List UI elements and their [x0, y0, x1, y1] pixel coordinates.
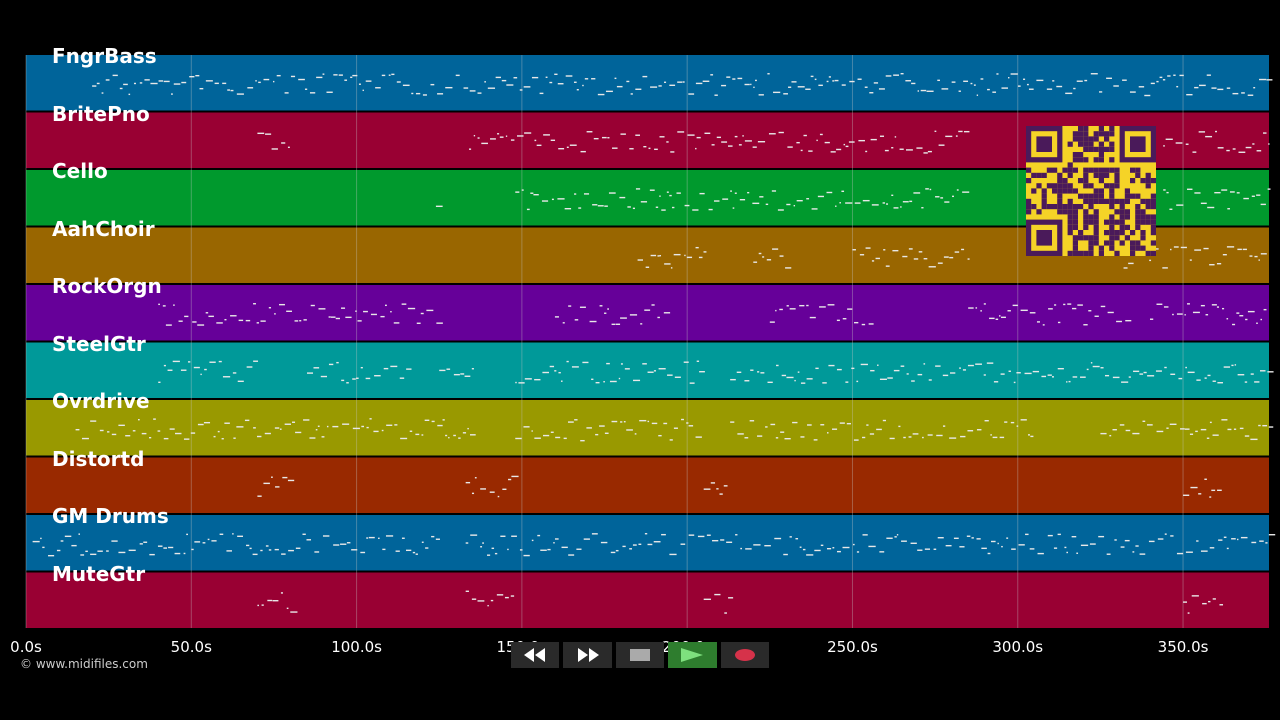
fast-forward-button[interactable] [563, 642, 612, 668]
stop-icon [630, 649, 651, 661]
stop-button[interactable] [615, 642, 665, 668]
time-tick-label: 0.0s [10, 638, 42, 656]
time-tick-label: 50.0s [170, 638, 212, 656]
track-lane [26, 515, 1269, 571]
track-label: SteelGtr [52, 331, 146, 356]
time-tick-label: 250.0s [827, 638, 878, 656]
track-lane [26, 400, 1269, 456]
playback-controls [511, 642, 770, 668]
note-texture [32, 73, 1276, 614]
record-button[interactable] [720, 642, 770, 668]
time-tick-label: 100.0s [331, 638, 382, 656]
track-lane [26, 55, 1269, 111]
track-label: Distortd [52, 446, 145, 471]
rewind-icon [524, 648, 546, 662]
track-lane [26, 457, 1269, 513]
track-label: RockOrgn [52, 274, 162, 298]
copyright-credit: © www.midifiles.com [20, 657, 148, 671]
fast-forward-icon [577, 648, 599, 662]
qr-code [1026, 126, 1156, 256]
track-label: GM Drums [52, 504, 169, 528]
rewind-button[interactable] [511, 642, 560, 668]
track-label: Cello [52, 159, 108, 183]
track-label: Ovrdrive [52, 389, 150, 413]
track-label: FngrBass [52, 44, 157, 68]
play-icon [681, 648, 704, 662]
time-tick-label: 350.0s [1157, 638, 1209, 656]
track-lane [26, 342, 1269, 398]
track-label: BritePno [52, 101, 150, 126]
track-lane [26, 572, 1269, 628]
track-lane [26, 285, 1269, 341]
record-icon [734, 649, 755, 661]
track-label: AahChoir [52, 216, 155, 241]
play-button[interactable] [668, 642, 717, 668]
time-tick-label: 300.0s [992, 638, 1044, 656]
track-label: MuteGtr [52, 561, 146, 586]
